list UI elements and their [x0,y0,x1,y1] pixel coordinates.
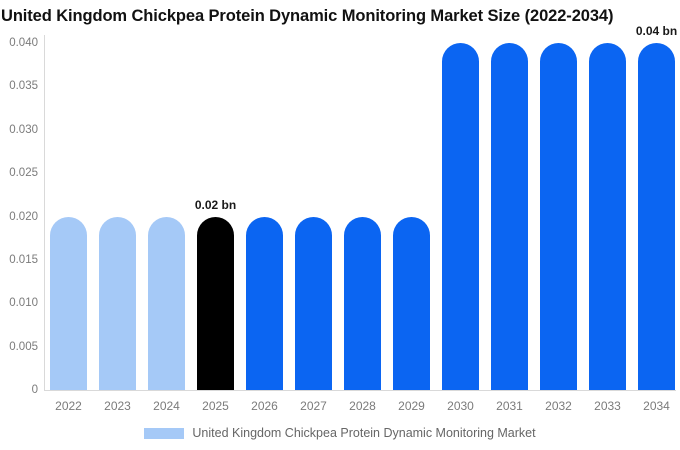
x-tick-label: 2026 [251,399,278,413]
bar-2025[interactable] [197,216,234,390]
bar-2022[interactable] [50,216,87,390]
legend-label: United Kingdom Chickpea Protein Dynamic … [192,426,536,440]
y-tick-label: 0 [31,384,38,396]
y-tick-label: 0.010 [9,297,38,310]
x-tick-label: 2023 [104,399,131,413]
bar-2032[interactable] [540,43,577,390]
bar-2023[interactable] [99,216,136,390]
x-tick-label: 2031 [496,399,523,413]
y-axis-line [44,35,45,390]
x-tick-label: 2024 [153,399,180,413]
legend-swatch[interactable] [144,427,185,439]
legend[interactable]: United Kingdom Chickpea Protein Dynamic … [0,426,680,440]
bar-2034[interactable] [638,43,675,390]
y-tick-label: 0.025 [9,167,38,180]
bar-2027[interactable] [295,216,332,390]
bar-2029[interactable] [393,216,430,390]
x-tick-label: 2033 [594,399,621,413]
x-tick-label: 2034 [643,399,670,413]
bar-2030[interactable] [442,43,479,390]
x-axis-line [44,390,676,391]
bar-2033[interactable] [589,43,626,390]
bar-2026[interactable] [246,216,283,390]
bar-2028[interactable] [344,216,381,390]
x-tick-label: 2027 [300,399,327,413]
bar-2024[interactable] [148,216,185,390]
y-tick-label: 0.040 [9,37,38,49]
y-tick-label: 0.015 [9,253,38,266]
x-tick-label: 2032 [545,399,572,413]
bar-2031[interactable] [491,43,528,390]
y-tick-label: 0.035 [9,80,38,93]
x-tick-label: 2022 [55,399,82,413]
y-tick-label: 0.005 [9,340,38,353]
bar-value-label: 0.04 bn [635,24,678,38]
x-tick-label: 2029 [398,399,425,413]
x-tick-label: 2028 [349,399,376,413]
y-tick-label: 0.030 [9,123,38,136]
chart-title: United Kingdom Chickpea Protein Dynamic … [1,7,614,25]
bar-value-label: 0.02 bn [194,197,237,212]
x-tick-label: 2025 [202,399,229,413]
y-tick-label: 0.020 [9,210,38,223]
x-tick-label: 2030 [447,399,474,413]
